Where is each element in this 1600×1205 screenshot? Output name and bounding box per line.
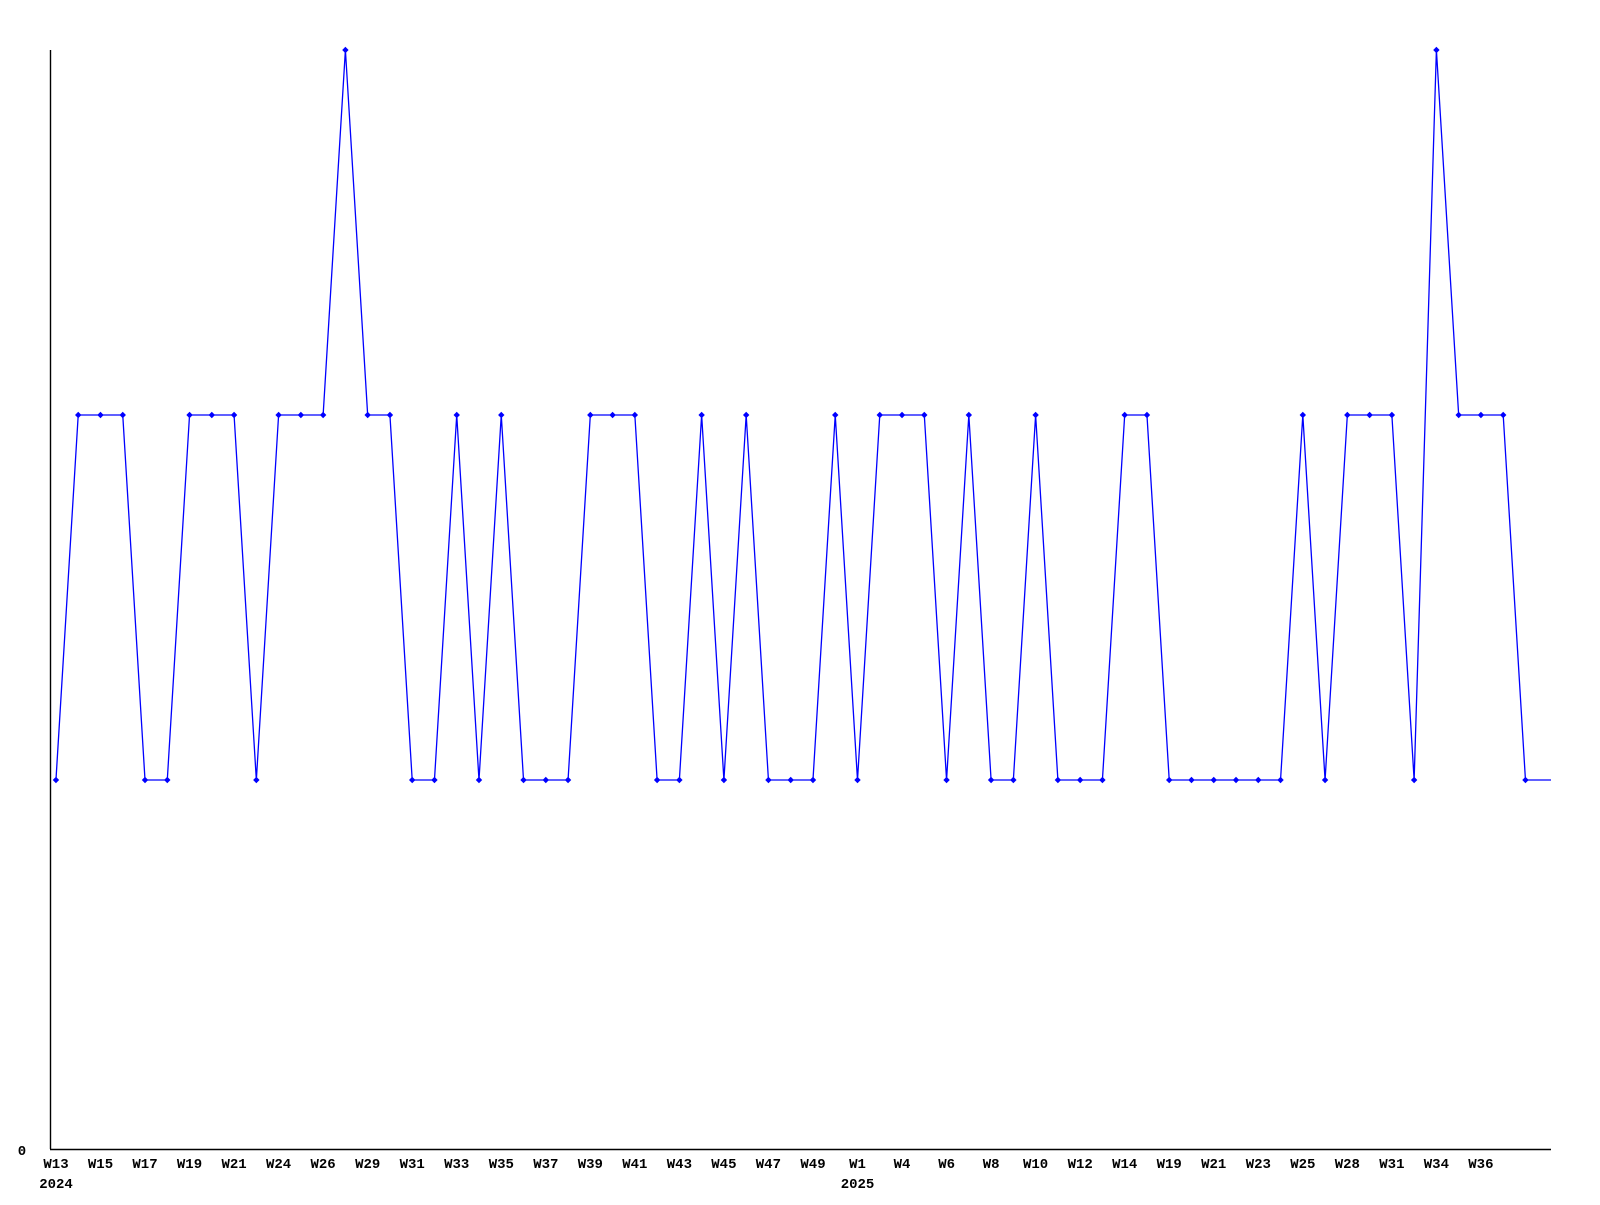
svg-text:W15: W15 (88, 1157, 113, 1173)
svg-text:W39: W39 (578, 1157, 603, 1173)
svg-text:W43: W43 (667, 1157, 692, 1173)
svg-text:W47: W47 (756, 1157, 781, 1173)
svg-text:2025: 2025 (841, 1177, 875, 1193)
svg-text:W1: W1 (849, 1157, 866, 1173)
svg-text:W29: W29 (355, 1157, 380, 1173)
svg-text:W34: W34 (1424, 1157, 1449, 1173)
svg-text:W33: W33 (444, 1157, 469, 1173)
svg-text:W35: W35 (489, 1157, 514, 1173)
svg-text:W17: W17 (132, 1157, 157, 1173)
svg-text:W28: W28 (1335, 1157, 1360, 1173)
svg-text:W14: W14 (1112, 1157, 1137, 1173)
svg-text:W24: W24 (266, 1157, 291, 1173)
svg-text:W4: W4 (894, 1157, 911, 1173)
svg-text:2024: 2024 (39, 1177, 73, 1193)
svg-text:W36: W36 (1468, 1157, 1493, 1173)
svg-text:W8: W8 (983, 1157, 1000, 1173)
svg-text:W19: W19 (177, 1157, 202, 1173)
svg-text:W6: W6 (938, 1157, 955, 1173)
svg-text:W41: W41 (622, 1157, 647, 1173)
svg-text:W37: W37 (533, 1157, 558, 1173)
svg-text:W23: W23 (1246, 1157, 1271, 1173)
svg-text:W31: W31 (1379, 1157, 1404, 1173)
svg-text:W19: W19 (1157, 1157, 1182, 1173)
svg-text:W12: W12 (1068, 1157, 1093, 1173)
svg-text:W26: W26 (310, 1157, 335, 1173)
svg-text:W31: W31 (400, 1157, 425, 1173)
svg-text:W21: W21 (1201, 1157, 1226, 1173)
svg-text:W45: W45 (711, 1157, 736, 1173)
svg-text:W13: W13 (43, 1157, 68, 1173)
svg-text:W21: W21 (221, 1157, 246, 1173)
svg-text:W25: W25 (1290, 1157, 1315, 1173)
svg-text:W10: W10 (1023, 1157, 1048, 1173)
svg-text:0: 0 (18, 1144, 26, 1160)
svg-text:W49: W49 (800, 1157, 825, 1173)
